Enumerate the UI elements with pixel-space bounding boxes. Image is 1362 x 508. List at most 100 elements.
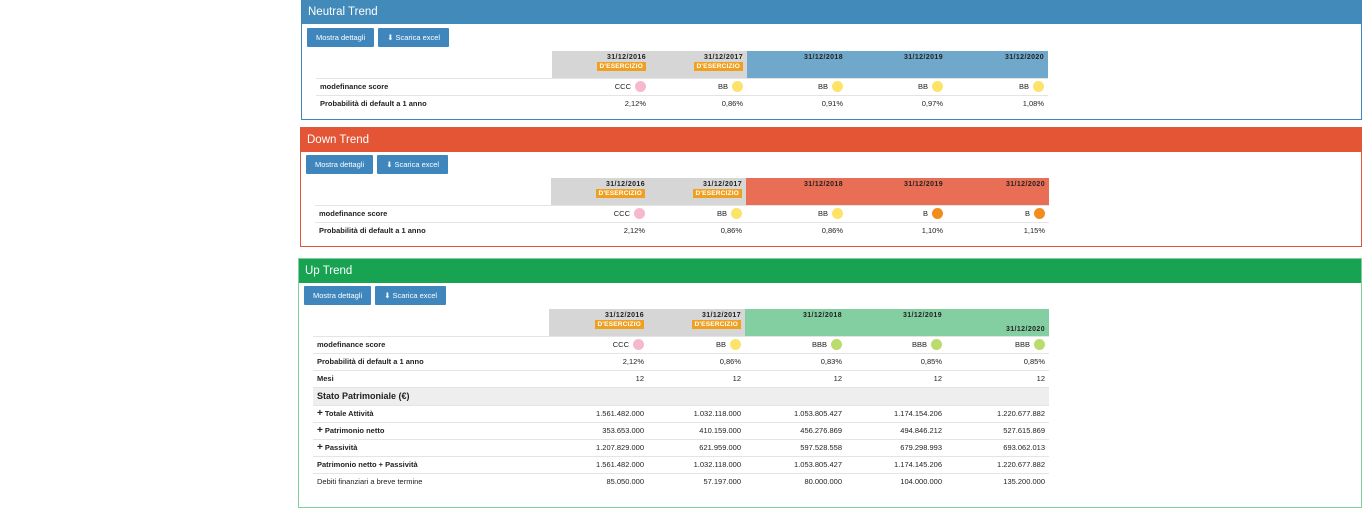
pd-cell: 2,12% [551, 221, 649, 239]
year-header: 31/12/2020 [947, 178, 1049, 205]
year-header: 31/12/2016 D'ESERCIZIO [551, 178, 649, 205]
value-cell: 693.062.013 [946, 438, 1049, 456]
download-excel-button[interactable]: ⬇ Scarica excel [377, 155, 449, 174]
panel-title: Down Trend [301, 128, 1361, 152]
score-cell: CCC [552, 77, 650, 95]
row-label: Debiti finanziari a breve termine [313, 472, 549, 490]
rating-dot-icon [730, 339, 741, 350]
score-cell: BB [648, 335, 745, 353]
value-cell: 1.032.118.000 [648, 455, 745, 473]
rating-dot-icon [634, 208, 645, 219]
months-cell: 12 [745, 369, 846, 387]
year-header: 31/12/2020 [947, 51, 1048, 78]
value-cell: 353.653.000 [549, 421, 648, 439]
rating-dot-icon [732, 81, 743, 92]
months-cell: 12 [846, 369, 946, 387]
pd-cell: 2,12% [552, 94, 650, 112]
value-cell: 1.053.805.427 [745, 404, 846, 422]
value-cell: 621.959.000 [648, 438, 745, 456]
pd-cell: 0,86% [650, 94, 747, 112]
rating-dot-icon [1034, 208, 1045, 219]
value-cell: 679.298.993 [846, 438, 946, 456]
year-header: 31/12/2019 [847, 51, 947, 78]
rating-dot-icon [731, 208, 742, 219]
rating-dot-icon [832, 81, 843, 92]
pd-label: Probabilità di default a 1 anno [315, 221, 551, 239]
rating-dot-icon [633, 339, 644, 350]
value-cell: 1.174.145.206 [846, 455, 946, 473]
pd-cell: 1,08% [947, 94, 1048, 112]
year-header: 31/12/2016 D'ESERCIZIO [552, 51, 650, 78]
score-cell: BB [847, 77, 947, 95]
score-cell: BBB [846, 335, 946, 353]
expandable-row-label[interactable]: + Totale Attività [313, 404, 549, 422]
value-cell: 1.207.829.000 [549, 438, 648, 456]
value-cell: 80.000.000 [745, 472, 846, 490]
show-details-button[interactable]: Mostra dettagli [304, 286, 372, 305]
months-cell: 12 [549, 369, 648, 387]
score-cell: BB [947, 77, 1048, 95]
download-icon: ⬇ [387, 33, 394, 42]
months-cell: 12 [946, 369, 1049, 387]
expand-plus-icon[interactable]: + [317, 442, 323, 453]
neutral-table: 31/12/2016 D'ESERCIZIO 31/12/2017 D'ESERCI… [316, 51, 1048, 112]
pd-cell: 1,10% [847, 221, 947, 239]
value-cell: 135.200.000 [946, 472, 1049, 490]
pd-cell: 2,12% [549, 352, 648, 370]
neutral-trend-panel: Neutral Trend Mostra dettagli ⬇ Scarica e… [301, 0, 1362, 120]
pd-cell: 0,85% [946, 352, 1049, 370]
value-cell: 1.220.677.882 [946, 404, 1049, 422]
pd-cell: 0,83% [745, 352, 846, 370]
value-cell: 456.276.869 [745, 421, 846, 439]
expand-plus-icon[interactable]: + [317, 425, 323, 436]
rating-dot-icon [1034, 339, 1045, 350]
pd-cell: 0,97% [847, 94, 947, 112]
download-icon: ⬇ [386, 160, 393, 169]
rating-dot-icon [831, 339, 842, 350]
rating-dot-icon [1033, 81, 1044, 92]
score-cell: BBB [745, 335, 846, 353]
pd-cell: 0,86% [649, 221, 746, 239]
score-cell: CCC [549, 335, 648, 353]
value-cell: 597.528.558 [745, 438, 846, 456]
year-header: 31/12/2019 [846, 309, 946, 336]
down-trend-panel: Down Trend Mostra dettagli ⬇ Scarica exce… [300, 127, 1362, 247]
score-label: modefinance score [313, 335, 549, 353]
show-details-button[interactable]: Mostra dettagli [307, 28, 375, 47]
rating-dot-icon [832, 208, 843, 219]
year-header: 31/12/2017 D'ESERCIZIO [649, 178, 746, 205]
score-cell: BB [746, 204, 847, 222]
download-excel-button[interactable]: ⬇ Scarica excel [378, 28, 450, 47]
score-cell: BB [649, 204, 746, 222]
year-header: 31/12/2019 [847, 178, 947, 205]
row-label: Patrimonio netto + Passività [313, 455, 549, 473]
rating-dot-icon [932, 208, 943, 219]
year-header: 31/12/2017 D'ESERCIZIO [648, 309, 745, 336]
score-cell: BBB [946, 335, 1049, 353]
value-cell: 104.000.000 [846, 472, 946, 490]
panel-title: Neutral Trend [302, 0, 1361, 24]
rating-dot-icon [932, 81, 943, 92]
score-cell: CCC [551, 204, 649, 222]
value-cell: 1.053.805.427 [745, 455, 846, 473]
value-cell: 410.159.000 [648, 421, 745, 439]
show-details-button[interactable]: Mostra dettagli [306, 155, 374, 174]
year-header: 31/12/2018 [745, 309, 846, 336]
panel-title: Up Trend [299, 259, 1361, 283]
pd-cell: 0,85% [846, 352, 946, 370]
pd-label: Probabilità di default a 1 anno [316, 94, 552, 112]
year-header: 31/12/2016 D'ESERCIZIO [549, 309, 648, 336]
pd-cell: 0,86% [648, 352, 745, 370]
expand-plus-icon[interactable]: + [317, 408, 323, 419]
pd-label: Probabilità di default a 1 anno [313, 352, 549, 370]
expandable-row-label[interactable]: + Patrimonio netto [313, 421, 549, 439]
expandable-row-label[interactable]: + Passività [313, 438, 549, 456]
score-cell: BB [747, 77, 847, 95]
download-excel-button[interactable]: ⬇ Scarica excel [375, 286, 447, 305]
value-cell: 1.561.482.000 [549, 404, 648, 422]
pd-cell: 0,86% [746, 221, 847, 239]
year-header: 31/12/2020 [946, 309, 1049, 336]
score-cell: BB [650, 77, 747, 95]
value-cell: 494.846.212 [846, 421, 946, 439]
rating-dot-icon [931, 339, 942, 350]
